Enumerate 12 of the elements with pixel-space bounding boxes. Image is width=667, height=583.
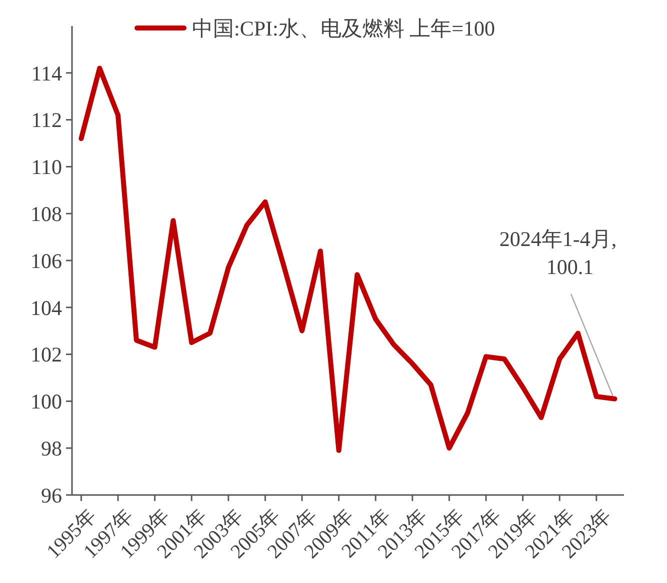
y-tick-label: 102 — [30, 342, 62, 367]
y-tick-label: 98 — [41, 436, 62, 460]
y-tick-label: 110 — [31, 155, 62, 180]
legend-label: 中国:CPI:水、电及燃料 上年=100 — [192, 16, 495, 40]
y-tick-label: 106 — [30, 248, 62, 273]
y-tick-label: 112 — [31, 108, 62, 132]
y-tick-label: 114 — [31, 61, 62, 86]
annotation: 2024年1-4月, 100.1 — [499, 227, 617, 279]
y-tick-label: 100 — [30, 390, 62, 414]
y-tick-label: 104 — [30, 296, 62, 320]
y-tick-label: 108 — [30, 202, 62, 226]
y-tick-label: 96 — [41, 483, 62, 508]
